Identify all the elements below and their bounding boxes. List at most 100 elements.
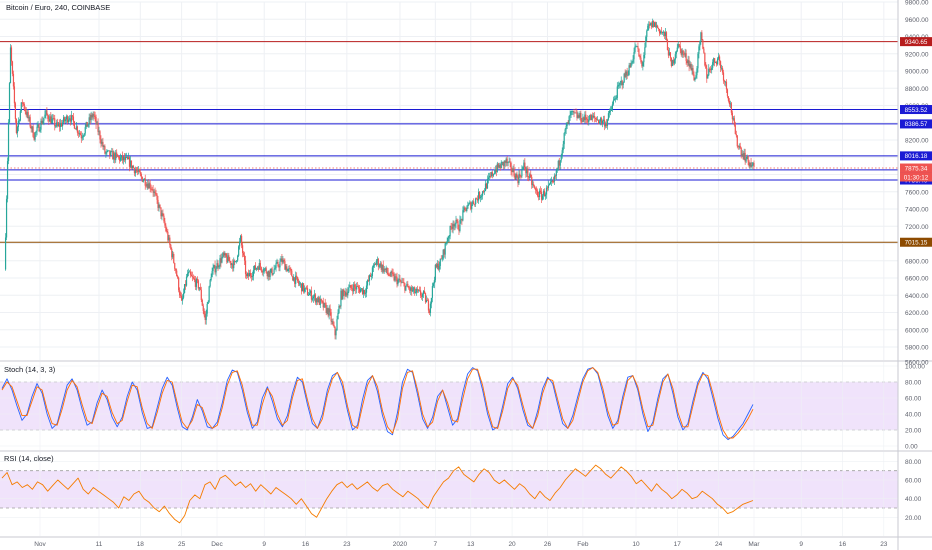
candle-body — [324, 302, 326, 305]
candle-body — [450, 226, 452, 228]
candle-body — [177, 276, 179, 278]
candle-body — [8, 83, 11, 123]
candle-body — [607, 113, 610, 120]
candle-body — [433, 280, 435, 284]
candle-body — [411, 287, 413, 292]
candle-body — [542, 190, 545, 196]
candle-body — [522, 167, 524, 170]
candle-body — [175, 268, 177, 271]
candle-body — [199, 287, 201, 290]
rsi-pane: RSI (14, close) — [0, 452, 898, 536]
candle-body — [252, 270, 255, 277]
candle-body — [295, 275, 297, 284]
candle-body — [535, 188, 537, 191]
candle-body — [494, 169, 496, 174]
candle-body — [300, 283, 302, 285]
candle-body — [700, 32, 702, 42]
candle-body — [312, 296, 315, 299]
candle-body — [231, 263, 233, 265]
candle-body — [551, 180, 553, 182]
candle-body — [334, 326, 336, 336]
candle-body — [95, 116, 97, 125]
candle-body — [412, 290, 414, 292]
candle-body — [639, 56, 641, 58]
candle-body — [46, 110, 48, 115]
candle-body — [125, 157, 128, 158]
candle-body — [702, 40, 704, 49]
candle-body — [418, 289, 420, 291]
candle-body — [33, 136, 35, 140]
candle-body — [339, 306, 341, 307]
candle-body — [13, 86, 16, 104]
candle-body — [599, 118, 602, 122]
candle-body — [736, 135, 738, 147]
candle-body — [553, 175, 555, 182]
candle-body — [317, 297, 319, 303]
stoch-series — [1, 367, 754, 441]
candle-body — [691, 68, 693, 71]
time-axis[interactable]: Nov 11 18 25 Dec 9 16 23 2020 7 13 20 26 Feb 10 17 24 Mar… — [34, 541, 888, 548]
candle-body — [67, 119, 70, 123]
candle-body — [606, 119, 609, 126]
candle-body — [161, 213, 163, 217]
candle-body — [196, 278, 198, 281]
candle-body — [249, 272, 252, 276]
candle-body — [640, 57, 642, 62]
candle-body — [526, 168, 528, 174]
oscillator-tick-label: 20.00 — [905, 515, 922, 522]
candle-body — [385, 267, 387, 270]
candle-body — [96, 122, 98, 125]
candle-body — [375, 260, 377, 265]
oscillator-tick-label: 60.00 — [905, 478, 922, 485]
candle-body — [683, 54, 685, 55]
candle-body — [567, 122, 569, 124]
candle-body — [78, 133, 80, 134]
candle-body — [508, 161, 510, 163]
candle-body — [303, 288, 306, 292]
price-axis[interactable]: 5800.00 6000.00 6200.00 6400.00 6600.00 6800.… — [905, 0, 929, 522]
candle-body — [549, 181, 552, 184]
candle-body — [626, 71, 628, 76]
candle-body — [296, 275, 298, 278]
candle-body — [662, 31, 665, 33]
candle-body — [194, 280, 196, 287]
candle-body — [131, 165, 134, 169]
candle-body — [738, 145, 740, 147]
candle-body — [641, 61, 643, 67]
candle-body — [34, 132, 36, 140]
candle-body — [437, 263, 439, 270]
candle-body — [76, 126, 78, 133]
candle-body — [589, 115, 591, 120]
candle-body — [302, 283, 305, 292]
candle-body — [425, 299, 428, 303]
candle-body — [38, 124, 40, 132]
price-tick-label: 6800.00 — [905, 258, 929, 265]
candle-body — [688, 60, 690, 67]
candle-body — [427, 300, 430, 311]
time-tick-label: 18 — [137, 541, 145, 548]
candle-body — [122, 155, 124, 161]
candle-body — [84, 127, 86, 134]
candle-body — [472, 201, 474, 205]
candle-body — [301, 283, 304, 292]
candle-body — [152, 189, 154, 193]
candle-body — [684, 53, 686, 55]
candle-body — [304, 287, 307, 289]
candle-body — [502, 161, 504, 166]
candle-body — [42, 120, 44, 124]
candle-body — [722, 72, 725, 81]
time-tick-label: 11 — [96, 541, 103, 548]
candle-body — [82, 135, 84, 138]
candle-body — [272, 273, 274, 275]
candle-body — [405, 285, 407, 291]
candle-body — [447, 237, 449, 242]
candle-body — [661, 32, 664, 33]
candle-body — [723, 80, 726, 82]
candle-body — [466, 208, 468, 211]
candle-body — [394, 276, 396, 281]
candle-body — [376, 259, 378, 261]
candle-body — [206, 303, 208, 314]
candle-body — [488, 175, 491, 178]
candle-body — [735, 134, 737, 136]
candle-body — [484, 183, 487, 191]
